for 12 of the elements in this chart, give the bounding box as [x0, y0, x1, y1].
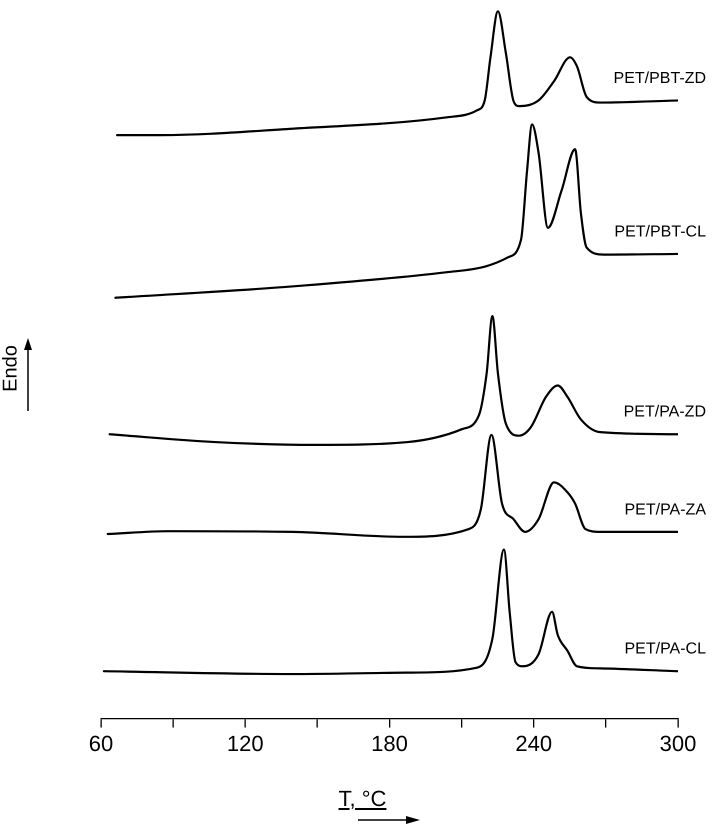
- series-label: PET/PBT-ZD: [614, 70, 706, 87]
- x-tick-label: 120: [226, 730, 264, 756]
- x-tick-label: 60: [88, 730, 114, 756]
- x-tick-label: 300: [660, 730, 696, 756]
- y-axis-title: Endo: [0, 344, 22, 394]
- series-label: PET/PBT-CL: [614, 223, 706, 240]
- series-label: PET/PA-ZA: [624, 501, 706, 518]
- x-tick-label: 240: [515, 730, 552, 756]
- x-axis-title: T, °C: [338, 786, 386, 811]
- x-tick-label: 180: [371, 730, 408, 756]
- series-label: PET/PA-CL: [624, 640, 706, 658]
- series-label: PET/PA-ZD: [624, 404, 706, 421]
